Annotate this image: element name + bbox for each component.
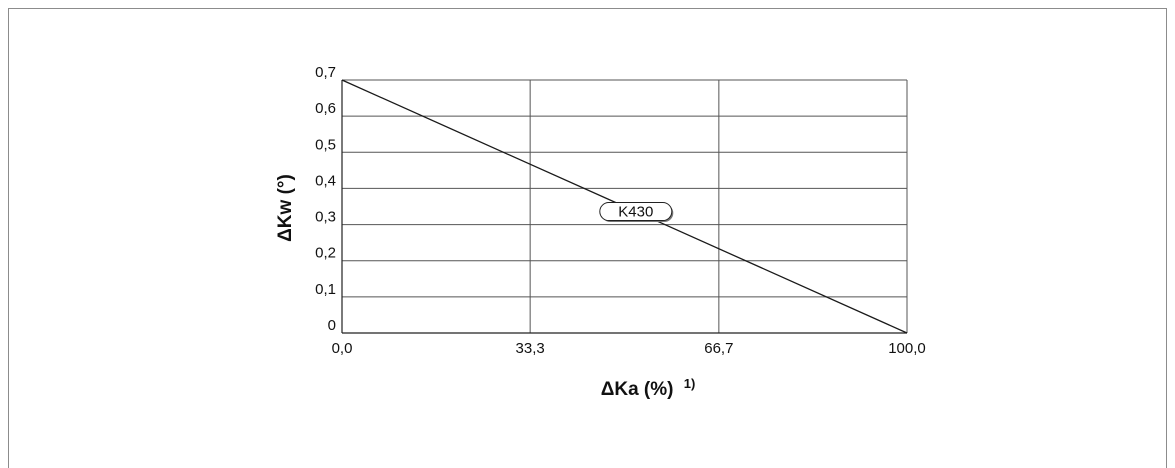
y-tick-label: 0,7 <box>315 64 336 81</box>
y-tick-label: 0,4 <box>315 172 336 189</box>
y-tick-label: 0,6 <box>315 100 336 117</box>
x-axis-title-text: ΔKa (%) <box>601 379 674 400</box>
chart: K430 0 0,1 0,2 0,3 0,4 0,5 0,6 0,7 0,0 33,3 66,7 10… <box>275 64 926 400</box>
y-tick-label: 0,2 <box>315 245 336 262</box>
series-layer: K430 <box>341 79 908 334</box>
x-tick-label: 0,0 <box>332 340 353 357</box>
y-tick-label: 0,1 <box>315 281 336 298</box>
x-axis-title: ΔKa (%) 1) <box>601 376 696 400</box>
figure-frame <box>8 8 1167 468</box>
y-axis-title: ΔKw (°) <box>275 174 296 242</box>
x-axis-footnote: 1) <box>684 376 696 391</box>
series-label-box <box>599 202 673 222</box>
y-tick-label: 0,3 <box>315 209 336 226</box>
x-tick-label: 100,0 <box>888 340 926 357</box>
grid <box>342 79 908 333</box>
series-label: K430 <box>618 204 653 221</box>
y-tick-label: 0 <box>328 317 336 334</box>
y-tick-label: 0,5 <box>315 136 336 153</box>
x-tick-label: 33,3 <box>516 340 545 357</box>
axes <box>341 80 907 334</box>
tick-labels: 0 0,1 0,2 0,3 0,4 0,5 0,6 0,7 0,0 33,3 66,7 100,0 <box>315 64 926 357</box>
x-tick-label: 66,7 <box>704 340 733 357</box>
